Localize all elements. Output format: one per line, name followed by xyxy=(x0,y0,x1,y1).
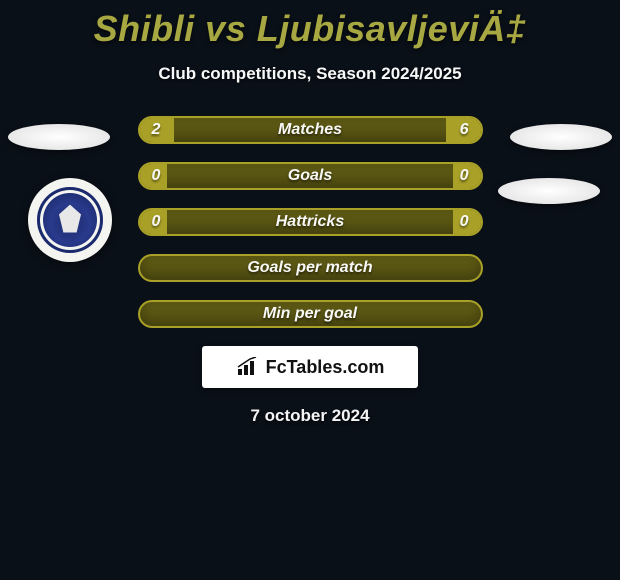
stat-label: Goals xyxy=(288,167,332,185)
stat-left-value: 2 xyxy=(152,121,161,139)
stat-row-min-per-goal: Min per goal xyxy=(138,300,483,328)
stat-row-matches: 2 Matches 6 xyxy=(138,116,483,144)
player-right-pill xyxy=(510,124,612,150)
stat-right-value: 6 xyxy=(460,121,469,139)
stat-label: Matches xyxy=(278,121,342,139)
club-badge xyxy=(28,178,112,262)
stat-label: Min per goal xyxy=(263,305,357,323)
player-right-pill-2 xyxy=(498,178,600,204)
watermark-text: FcTables.com xyxy=(266,357,385,378)
page-title: Shibli vs LjubisavljeviÄ‡ xyxy=(0,0,620,50)
stat-left-value: 0 xyxy=(152,213,161,231)
bar-chart-icon xyxy=(236,357,260,377)
page-subtitle: Club competitions, Season 2024/2025 xyxy=(0,64,620,84)
stat-label: Goals per match xyxy=(247,259,372,277)
stat-label: Hattricks xyxy=(276,213,344,231)
date-label: 7 october 2024 xyxy=(0,406,620,426)
stat-left-value: 0 xyxy=(152,167,161,185)
stats-container: 2 Matches 6 0 Goals 0 0 Hattricks 0 Goal… xyxy=(138,116,483,328)
club-crest-icon xyxy=(37,187,103,253)
player-left-pill xyxy=(8,124,110,150)
stat-right-value: 0 xyxy=(460,213,469,231)
stat-row-goals: 0 Goals 0 xyxy=(138,162,483,190)
watermark: FcTables.com xyxy=(202,346,418,388)
stat-row-goals-per-match: Goals per match xyxy=(138,254,483,282)
stat-right-value: 0 xyxy=(460,167,469,185)
stat-row-hattricks: 0 Hattricks 0 xyxy=(138,208,483,236)
